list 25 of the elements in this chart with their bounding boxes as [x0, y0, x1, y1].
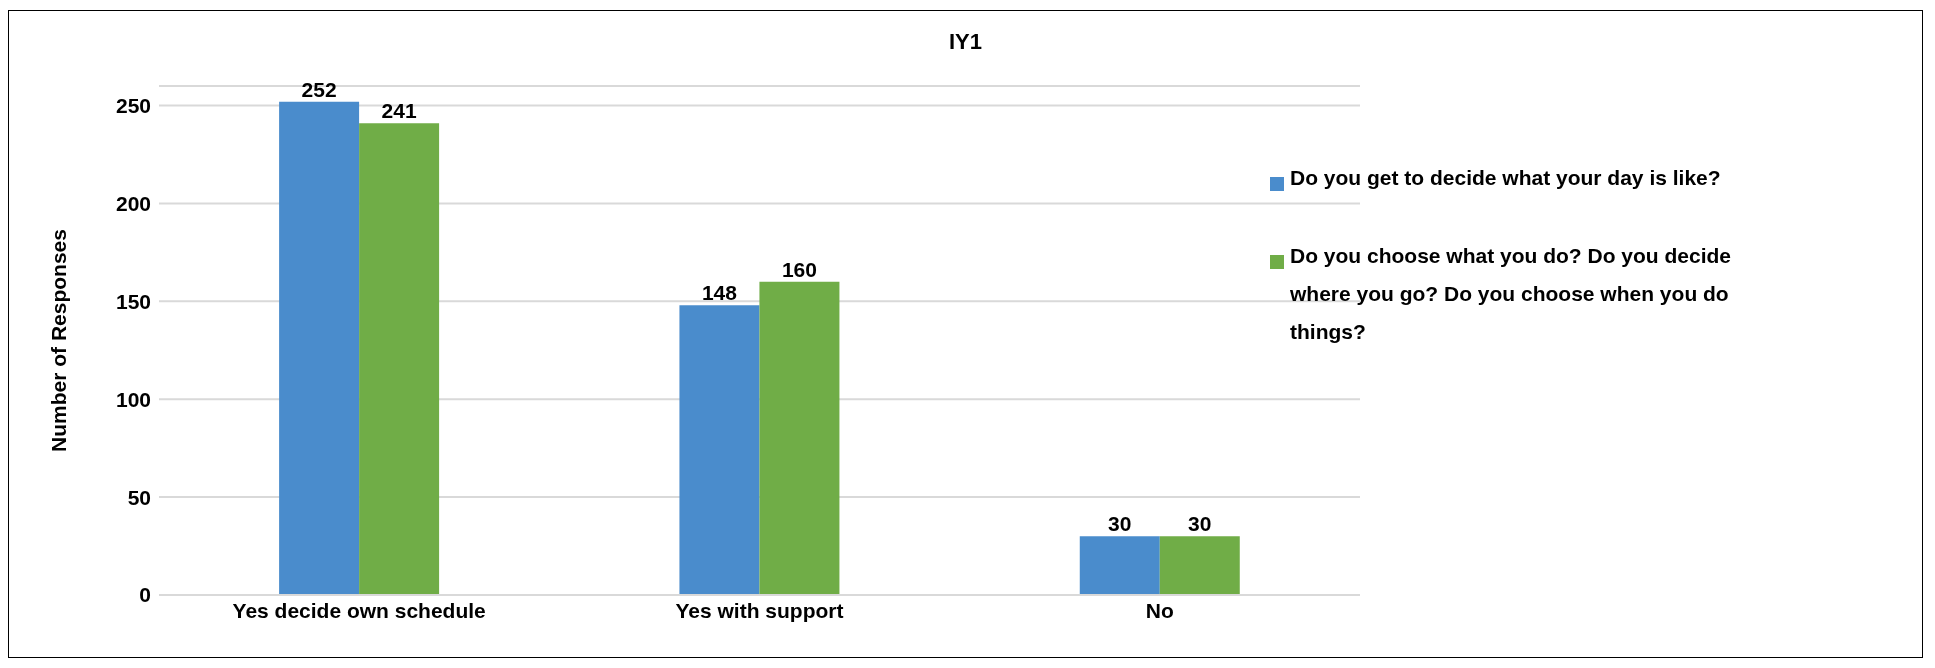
- bar: [359, 123, 440, 595]
- data-label: 241: [381, 99, 417, 123]
- x-tick-label: Yes with support: [675, 598, 844, 622]
- x-tick-label: No: [1145, 598, 1174, 622]
- y-tick-label: 0: [139, 583, 151, 607]
- x-tick-label: Yes decide own schedule: [232, 598, 486, 622]
- y-tick-label: 200: [115, 191, 151, 215]
- y-axis-title: Number of Responses: [47, 229, 71, 452]
- legend-label: Do you get to decide what your day is like?: [1290, 165, 1721, 191]
- y-tick-label: 150: [115, 289, 151, 313]
- bar: [679, 305, 760, 595]
- y-tick-label: 250: [115, 94, 151, 118]
- y-tick-label: 50: [127, 485, 151, 509]
- chart-title: IY1: [948, 29, 983, 55]
- legend-label: Do you choose what you do? Do you decide where you go? Do you choose when you do things?: [1290, 243, 1733, 345]
- data-label: 252: [301, 77, 337, 101]
- data-label: 160: [781, 257, 817, 281]
- bar: [759, 281, 840, 595]
- bar: [1079, 536, 1160, 595]
- data-label: 148: [701, 281, 738, 305]
- data-label: 30: [1188, 512, 1212, 536]
- data-label: 30: [1108, 512, 1132, 536]
- bar: [1159, 536, 1240, 595]
- bar: [279, 101, 360, 595]
- y-tick-label: 100: [115, 387, 151, 411]
